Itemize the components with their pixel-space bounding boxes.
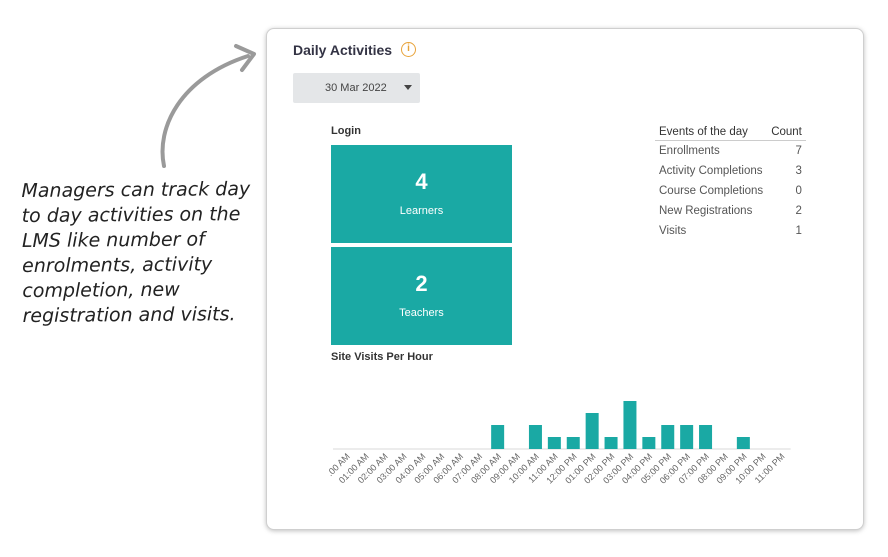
events-column-header: Events of the day bbox=[655, 124, 768, 141]
chart-bar bbox=[585, 413, 599, 449]
annotation-line: to day activities on the bbox=[21, 203, 241, 228]
annotation-arrow-icon bbox=[160, 44, 256, 168]
annotation-text: Managers can track day to day activities… bbox=[21, 177, 262, 329]
event-count: 2 bbox=[795, 205, 802, 217]
count-column-header: Count bbox=[767, 124, 806, 141]
event-count: 1 bbox=[795, 225, 802, 237]
event-name: Visits bbox=[659, 225, 687, 237]
site-visits-label: Site Visits Per Hour bbox=[331, 351, 433, 363]
table-row: New Registrations 2 bbox=[655, 201, 806, 221]
learners-tile: 4 Learners bbox=[331, 145, 512, 243]
annotation-line: completion, new bbox=[22, 278, 180, 303]
event-count: 3 bbox=[795, 165, 802, 177]
chevron-down-icon bbox=[404, 85, 412, 90]
teachers-label: Teachers bbox=[399, 307, 444, 319]
chart-bar bbox=[661, 425, 675, 449]
chart-bar bbox=[491, 425, 505, 449]
chart-bar bbox=[736, 437, 750, 449]
daily-activities-card: Daily Activities i 30 Mar 2022 Login 4 L… bbox=[266, 28, 864, 530]
learners-label: Learners bbox=[399, 205, 444, 217]
events-table: Events of the day Count Enrollments 7 Ac… bbox=[655, 124, 806, 241]
info-icon[interactable]: i bbox=[401, 42, 416, 57]
chart-bar bbox=[566, 437, 580, 449]
table-row: Enrollments 7 bbox=[655, 141, 806, 162]
login-label: Login bbox=[331, 125, 361, 137]
annotation-line: Managers can track day bbox=[21, 178, 251, 203]
chart-bar bbox=[604, 437, 618, 449]
chart-bar bbox=[642, 437, 656, 449]
event-count: 0 bbox=[795, 185, 802, 197]
annotation-line: enrolments, activity bbox=[22, 253, 213, 278]
card-title: Daily Activities bbox=[293, 42, 393, 58]
event-count: 7 bbox=[795, 145, 802, 157]
date-select-value: 30 Mar 2022 bbox=[325, 82, 387, 94]
learners-count: 4 bbox=[415, 169, 428, 194]
event-name: Course Completions bbox=[659, 185, 764, 197]
table-row: Course Completions 0 bbox=[655, 181, 806, 201]
event-name: New Registrations bbox=[659, 205, 753, 217]
annotation-line: registration and visits. bbox=[22, 303, 236, 328]
chart-bar bbox=[680, 425, 694, 449]
table-row: Activity Completions 3 bbox=[655, 161, 806, 181]
teachers-count: 2 bbox=[415, 271, 428, 296]
date-select[interactable]: 30 Mar 2022 bbox=[293, 73, 420, 103]
chart-bar bbox=[547, 437, 561, 449]
table-row: Visits 1 bbox=[655, 221, 806, 241]
event-name: Activity Completions bbox=[659, 165, 763, 177]
chart-bar bbox=[699, 425, 713, 449]
teachers-tile: 2 Teachers bbox=[331, 247, 512, 345]
event-name: Enrollments bbox=[659, 145, 720, 157]
chart-bar bbox=[623, 401, 637, 449]
chart-bar bbox=[528, 425, 542, 449]
annotation-line: LMS like number of bbox=[21, 228, 205, 253]
